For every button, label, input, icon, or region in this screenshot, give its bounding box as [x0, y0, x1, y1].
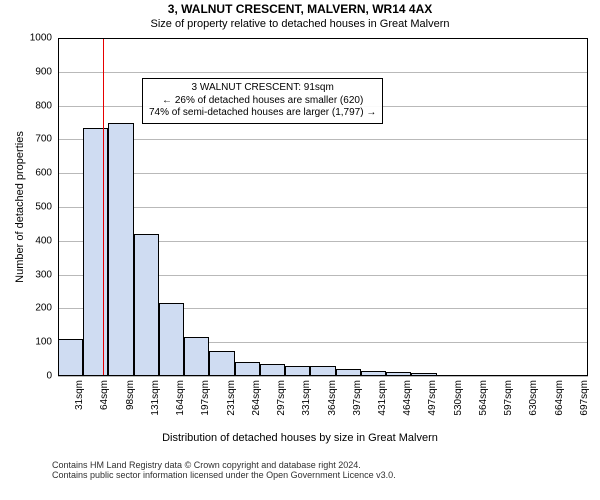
annotation-line: ← 26% of detached houses are smaller (62… — [149, 95, 376, 108]
histogram-bar — [411, 373, 436, 376]
x-tick-label: 431sqm — [377, 380, 388, 416]
histogram-bar — [361, 371, 386, 376]
y-tick-label: 500 — [12, 202, 52, 213]
y-tick-label: 800 — [12, 100, 52, 111]
y-tick-label: 600 — [12, 168, 52, 179]
y-tick-label: 700 — [12, 134, 52, 145]
histogram-bar — [437, 375, 462, 376]
annotation-line: 3 WALNUT CRESCENT: 91sqm — [149, 82, 376, 95]
histogram-bar — [285, 366, 310, 376]
histogram-bar — [336, 369, 361, 376]
y-tick-label: 400 — [12, 235, 52, 246]
plot-area: 3 WALNUT CRESCENT: 91sqm← 26% of detache… — [58, 38, 588, 376]
x-tick-label: 164sqm — [175, 380, 186, 416]
x-tick-label: 464sqm — [402, 380, 413, 416]
reference-line — [103, 38, 104, 376]
x-tick-label: 597sqm — [503, 380, 514, 416]
attribution-line: Contains HM Land Registry data © Crown c… — [52, 460, 600, 470]
x-tick-label: 231sqm — [226, 380, 237, 416]
x-tick-label: 64sqm — [99, 380, 110, 410]
x-tick-label: 297sqm — [276, 380, 287, 416]
annotation-box: 3 WALNUT CRESCENT: 91sqm← 26% of detache… — [142, 78, 383, 124]
y-tick-label: 200 — [12, 303, 52, 314]
histogram-bar — [512, 375, 537, 376]
attribution: Contains HM Land Registry data © Crown c… — [52, 460, 600, 480]
attribution-line: Contains public sector information licen… — [52, 470, 600, 480]
histogram-bar — [209, 351, 234, 376]
histogram-bar — [108, 123, 133, 377]
x-tick-label: 197sqm — [200, 380, 211, 416]
x-tick-label: 364sqm — [327, 380, 338, 416]
histogram-bar — [184, 337, 209, 376]
histogram-bar — [235, 362, 260, 376]
x-tick-label: 564sqm — [478, 380, 489, 416]
histogram-bar — [260, 364, 285, 376]
x-tick-label: 697sqm — [579, 380, 590, 416]
grid-line — [58, 376, 588, 377]
chart-container: 3, WALNUT CRESCENT, MALVERN, WR14 4AX Si… — [0, 0, 600, 500]
histogram-bar — [83, 128, 108, 376]
x-tick-label: 664sqm — [554, 380, 565, 416]
y-tick-label: 0 — [12, 371, 52, 382]
histogram-bar — [487, 375, 512, 376]
x-tick-label: 31sqm — [74, 380, 85, 410]
histogram-bar — [134, 234, 159, 376]
x-axis-label: Distribution of detached houses by size … — [0, 432, 600, 444]
y-tick-label: 100 — [12, 337, 52, 348]
histogram-bar — [386, 372, 411, 376]
x-tick-label: 98sqm — [125, 380, 136, 410]
histogram-bar — [538, 375, 563, 376]
annotation-line: 74% of semi-detached houses are larger (… — [149, 107, 376, 120]
histogram-bar — [310, 366, 335, 376]
x-tick-label: 530sqm — [453, 380, 464, 416]
x-tick-label: 131sqm — [150, 380, 161, 416]
chart-subtitle: Size of property relative to detached ho… — [0, 18, 600, 30]
y-tick-label: 300 — [12, 269, 52, 280]
chart-title: 3, WALNUT CRESCENT, MALVERN, WR14 4AX — [0, 2, 600, 16]
histogram-bar — [159, 303, 184, 376]
x-tick-label: 397sqm — [352, 380, 363, 416]
histogram-bar — [58, 339, 83, 376]
y-tick-label: 900 — [12, 66, 52, 77]
x-tick-label: 264sqm — [251, 380, 262, 416]
histogram-bar — [563, 375, 588, 376]
x-tick-label: 497sqm — [427, 380, 438, 416]
histogram-bar — [462, 375, 487, 376]
x-tick-label: 331sqm — [301, 380, 312, 416]
x-tick-label: 630sqm — [528, 380, 539, 416]
y-tick-label: 1000 — [12, 33, 52, 44]
